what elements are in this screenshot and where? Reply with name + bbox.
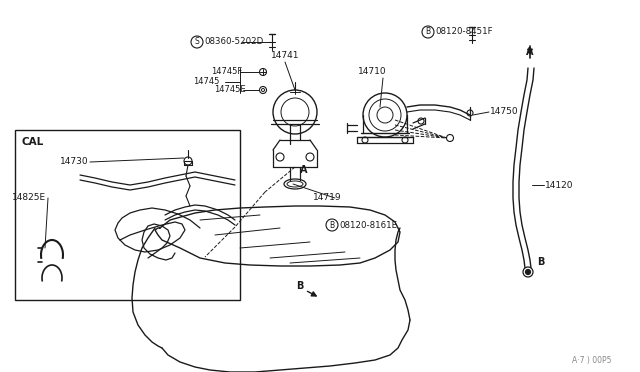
Circle shape [523, 267, 533, 277]
Text: A: A [526, 47, 534, 57]
Text: 08360-5202D: 08360-5202D [204, 38, 263, 46]
Text: 08120-8161E: 08120-8161E [339, 221, 397, 230]
Text: 14730: 14730 [60, 157, 88, 167]
Text: 14120: 14120 [545, 180, 573, 189]
Text: 14825E: 14825E [12, 193, 46, 202]
Text: B: B [537, 257, 545, 267]
Text: CAL: CAL [22, 137, 44, 147]
Text: B: B [296, 281, 303, 291]
Text: S: S [195, 38, 200, 46]
Text: 14710: 14710 [358, 67, 387, 77]
Text: 14745E: 14745E [214, 86, 246, 94]
Text: A: A [300, 165, 308, 175]
Text: 14750: 14750 [490, 108, 518, 116]
Text: A·7 ) 00P5: A·7 ) 00P5 [572, 356, 611, 365]
Text: B: B [426, 28, 431, 36]
Bar [15, 130, 240, 300]
Text: 14719: 14719 [313, 193, 342, 202]
Text: 14745: 14745 [193, 77, 220, 87]
Circle shape [525, 269, 531, 275]
Text: B: B [330, 221, 335, 230]
Text: 08120-8451F: 08120-8451F [435, 28, 493, 36]
Text: 14741: 14741 [271, 51, 300, 60]
Text: 14745F: 14745F [211, 67, 243, 77]
